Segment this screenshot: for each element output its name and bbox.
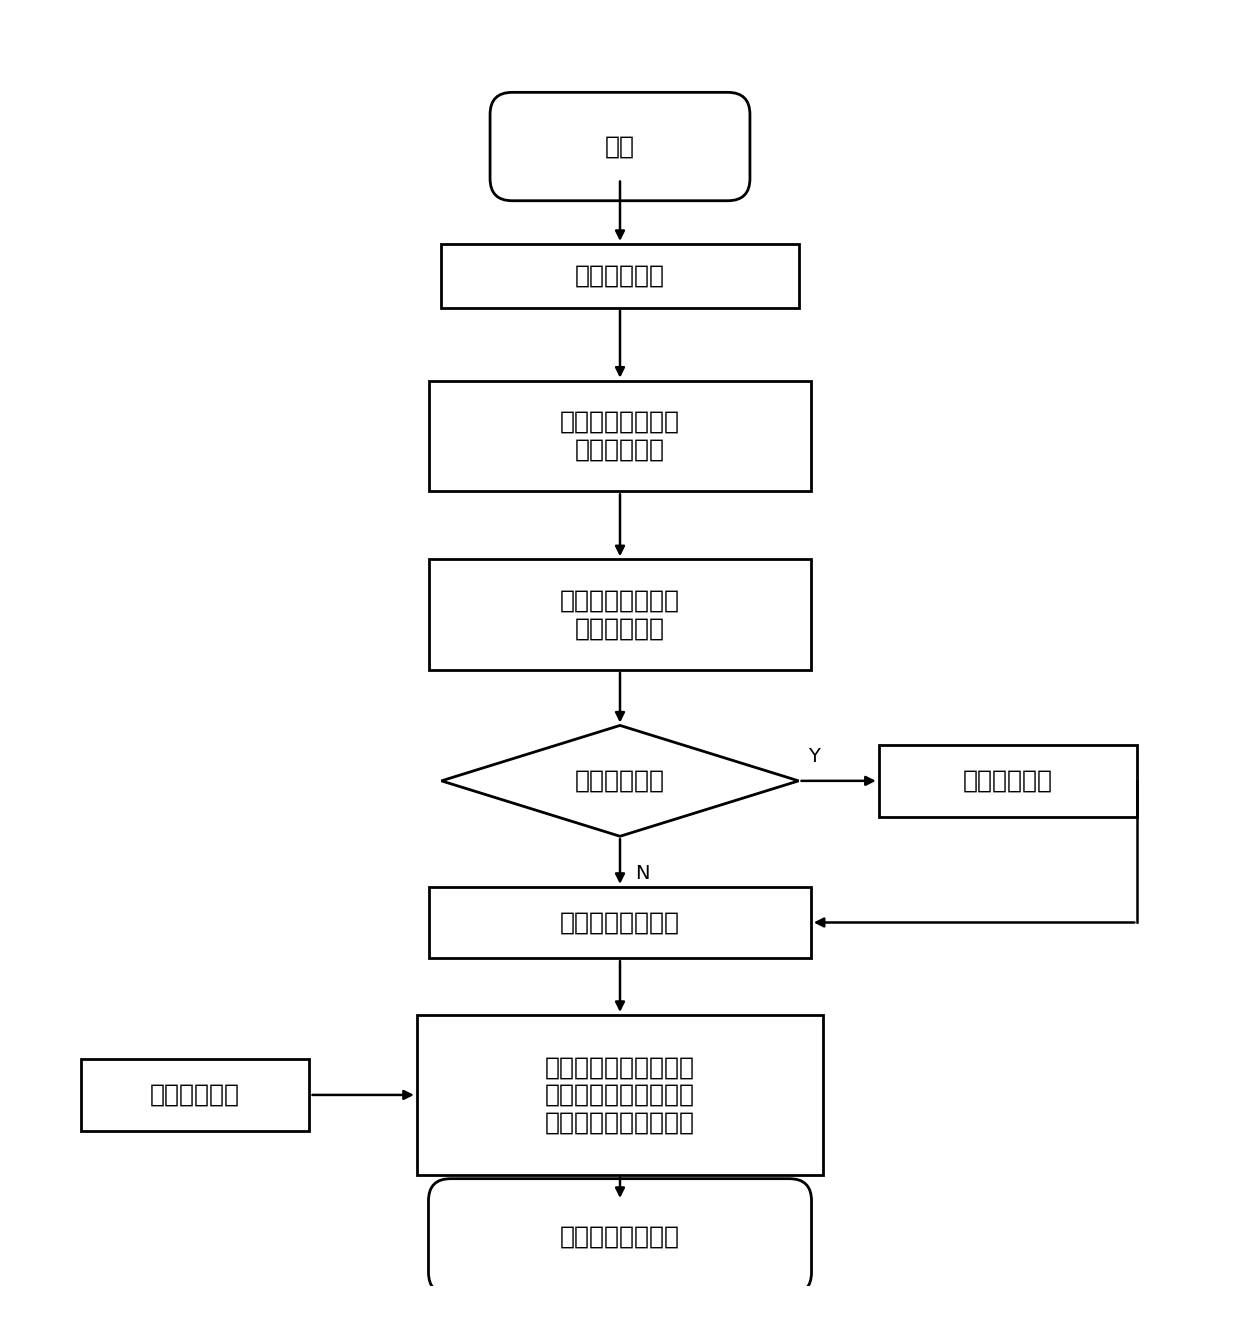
Text: 计算粗网格单元刚度矩
阵并组装成整体刚度矩
阵，进行平衡方程求解: 计算粗网格单元刚度矩 阵并组装成整体刚度矩 阵，进行平衡方程求解 [546, 1055, 694, 1135]
FancyBboxPatch shape [429, 1179, 811, 1294]
Bar [429, 559, 811, 670]
Bar [417, 1014, 823, 1175]
Text: 合并重合节点: 合并重合节点 [963, 769, 1053, 793]
Bar [879, 745, 1137, 816]
Text: Y: Y [808, 748, 821, 766]
FancyBboxPatch shape [490, 92, 750, 201]
Bar [429, 887, 811, 958]
Polygon shape [441, 725, 799, 836]
Bar [429, 381, 811, 492]
Text: 计算多尺度基函数: 计算多尺度基函数 [560, 910, 680, 934]
Text: N: N [635, 864, 650, 883]
Bar [441, 244, 799, 308]
Text: 边界条件输入: 边界条件输入 [150, 1083, 241, 1107]
Text: 几何参数输入: 几何参数输入 [575, 264, 665, 288]
Bar [81, 1059, 309, 1131]
Text: 搜索并添加每个单
胞的附加节点: 搜索并添加每个单 胞的附加节点 [560, 588, 680, 641]
Text: 输出宏观计算结果: 输出宏观计算结果 [560, 1225, 680, 1249]
Text: 节点是否重合: 节点是否重合 [575, 769, 665, 793]
Text: 开始: 开始 [605, 134, 635, 158]
Text: 粗网格划分，确定
岗定节点位置: 粗网格划分，确定 岗定节点位置 [560, 410, 680, 462]
